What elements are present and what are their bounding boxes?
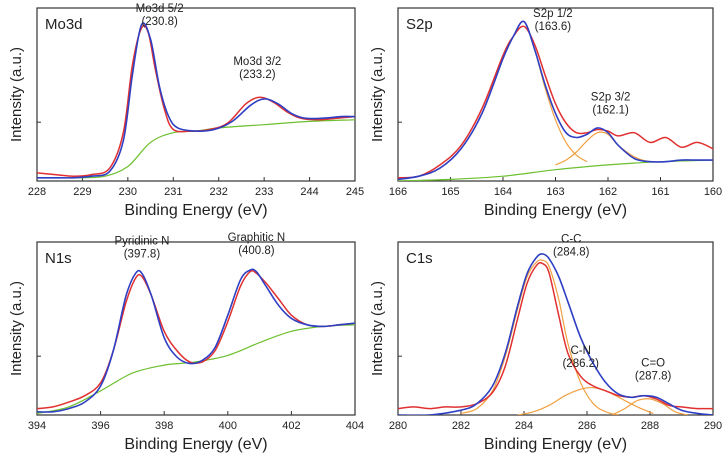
series-component-line	[460, 259, 619, 415]
x-tick-label: 404	[346, 420, 364, 432]
peak-annotation: C-C	[561, 234, 581, 246]
series-baseline-line	[37, 324, 355, 414]
peak-annotation: (233.2)	[239, 69, 276, 81]
series-raw-line	[398, 25, 713, 179]
x-tick-label: 161	[651, 186, 669, 198]
x-tick-label: 230	[119, 186, 137, 198]
x-tick-label: 245	[346, 186, 364, 198]
series-component-line	[398, 20, 588, 180]
peak-annotation: Mo3d 5/2	[136, 3, 184, 15]
x-axis-title: Binding Energy (eV)	[124, 436, 267, 453]
series-fit-line	[37, 22, 355, 179]
x-tick-label: 290	[704, 420, 722, 432]
plot-frame	[36, 241, 356, 416]
peak-annotation: (397.8)	[124, 248, 161, 260]
peak-annotation: C-N	[570, 345, 590, 357]
x-tick-label: 164	[494, 186, 512, 198]
peak-annotation: (284.8)	[553, 247, 590, 259]
x-tick-label: 288	[641, 420, 659, 432]
series-raw-line	[398, 261, 713, 410]
plot-frame	[397, 241, 714, 416]
series-raw-line	[37, 270, 355, 410]
x-tick-label: 228	[28, 186, 46, 198]
series-component-line	[517, 386, 654, 415]
x-tick-label: 280	[389, 420, 407, 432]
chart-panel-s2p: 166 165 164 163 162 161 160 Binding Energy (eV)…	[369, 7, 722, 219]
chart-panel-n1s: 394 396 398 400 402 404 Binding Energy (eV) Int…	[8, 232, 364, 453]
peak-annotation: C=O	[641, 358, 665, 370]
peak-annotation: (230.8)	[141, 16, 178, 28]
x-tick-label: 162	[599, 186, 617, 198]
x-axis-title: Binding Energy (eV)	[484, 202, 627, 219]
x-tick-label: 160	[704, 186, 722, 198]
panel-label: N1s	[45, 250, 72, 267]
peak-annotation: (286.2)	[562, 358, 599, 370]
x-tick-label: 232	[210, 186, 228, 198]
x-tick-label: 394	[28, 420, 46, 432]
x-tick-label: 400	[219, 420, 237, 432]
panel-label: S2p	[406, 16, 433, 33]
series-fit-line	[398, 20, 713, 181]
peak-annotation: (400.8)	[238, 245, 275, 257]
x-tick-label: 398	[155, 420, 173, 432]
x-axis-title: Binding Energy (eV)	[484, 436, 627, 453]
x-tick-label: 229	[73, 186, 91, 198]
y-axis-title: Intensity (a.u.)	[8, 281, 25, 376]
series-component-line	[555, 131, 666, 166]
x-tick-label: 233	[255, 186, 273, 198]
chart-panel-c1s: 280 282 284 286 288 290 Binding Energy (eV) Int…	[369, 234, 722, 453]
y-axis-title: Intensity (a.u.)	[369, 281, 386, 376]
y-axis-title: Intensity (a.u.)	[8, 47, 25, 142]
x-tick-label: 244	[300, 186, 318, 198]
series-raw-line	[37, 24, 355, 177]
y-axis-title: Intensity (a.u.)	[369, 47, 386, 142]
peak-annotation: (162.1)	[592, 105, 629, 117]
peak-annotation: Pyridinic N	[114, 235, 169, 247]
series-fit-line	[398, 253, 713, 415]
peak-annotation: (287.8)	[635, 371, 672, 383]
series-component-line	[611, 398, 688, 415]
peak-annotation: S2p 1/2	[533, 8, 573, 20]
peak-annotation: (163.6)	[535, 21, 572, 33]
series-baseline-line	[37, 119, 355, 179]
peak-annotation: S2p 3/2	[591, 92, 631, 104]
peak-annotation: Graphitic N	[228, 232, 286, 244]
x-tick-label: 165	[441, 186, 459, 198]
plot-frame	[397, 7, 714, 182]
x-tick-label: 166	[389, 186, 407, 198]
x-tick-label: 396	[91, 420, 109, 432]
panel-label: C1s	[406, 250, 433, 267]
chart-panel-mo3d: 228 229 230 231 232 233 244 245 Binding Energy (…	[8, 3, 364, 219]
x-tick-label: 231	[164, 186, 182, 198]
x-tick-label: 284	[515, 420, 533, 432]
x-tick-label: 402	[282, 420, 300, 432]
panel-label: Mo3d	[45, 16, 83, 33]
x-tick-label: 286	[578, 420, 596, 432]
x-axis-title: Binding Energy (eV)	[124, 202, 267, 219]
series-fit-line	[37, 268, 355, 413]
x-tick-label: 163	[546, 186, 564, 198]
peak-annotation: Mo3d 3/2	[233, 56, 281, 68]
x-tick-label: 282	[452, 420, 470, 432]
plot-frame	[36, 7, 356, 182]
